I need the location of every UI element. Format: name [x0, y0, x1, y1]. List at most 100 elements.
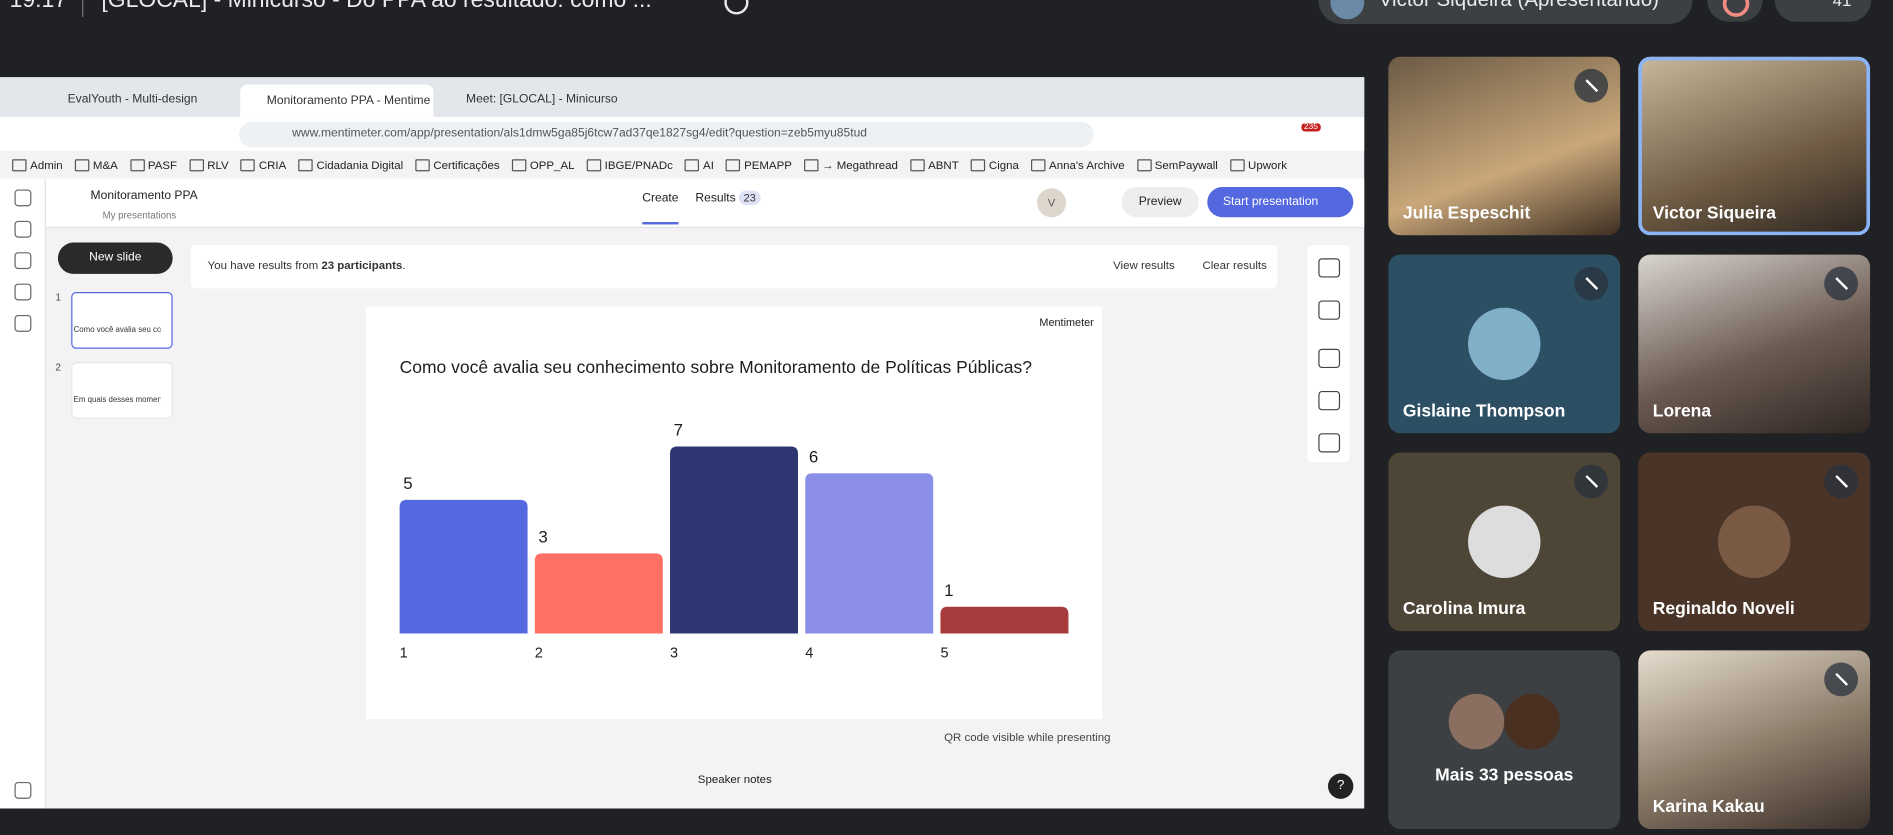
participant-tile[interactable]: Julia Espeschit: [1388, 56, 1621, 236]
avatar: [1468, 307, 1541, 381]
preview-button[interactable]: Preview: [1121, 187, 1199, 218]
participant-count: 41: [1832, 0, 1852, 10]
value-label: 3: [538, 528, 547, 547]
results-count: 23: [738, 190, 761, 206]
category-label: 4: [805, 646, 813, 662]
value-label: 6: [809, 447, 818, 466]
info-icon[interactable]: [724, 0, 749, 15]
bookmark[interactable]: IBGE/PNADc: [587, 156, 673, 175]
bar: [940, 606, 1069, 634]
time: 19:17: [9, 0, 68, 14]
rail-icon[interactable]: [14, 314, 32, 332]
bookmark[interactable]: PEMAPP: [726, 156, 792, 175]
bookmark[interactable]: Cigna: [971, 156, 1019, 175]
url: www.mentimeter.com/app/presentation/als1…: [292, 126, 868, 140]
start-button[interactable]: [1207, 187, 1354, 218]
participant-name: Karina Kakau: [1652, 797, 1765, 817]
bar: [534, 553, 663, 634]
banner-text: You have results from 23 participants.: [208, 259, 406, 272]
participant-tile[interactable]: Carolina Imura: [1388, 452, 1621, 632]
participant-tile[interactable]: Victor Siqueira: [1638, 56, 1871, 236]
help-button[interactable]: ?: [1327, 773, 1354, 799]
slide-thumb[interactable]: [71, 292, 173, 349]
bookmark[interactable]: PASF: [130, 156, 177, 175]
value-label: 7: [674, 421, 683, 440]
tool-layout[interactable]: [1318, 433, 1341, 453]
extension-badge: 235: [1301, 123, 1321, 132]
value-label: 5: [403, 474, 412, 493]
address-bar[interactable]: [239, 121, 1094, 148]
bookmark[interactable]: SemPaywall: [1137, 156, 1218, 175]
browser-tab[interactable]: Meet: [GLOCAL] - Minicurso: [466, 92, 618, 106]
bookmark[interactable]: Admin: [12, 156, 63, 175]
slide-number: 1: [55, 292, 61, 303]
bookmark[interactable]: M&A: [75, 156, 118, 175]
presentation-name: Monitoramento PPA: [90, 189, 198, 203]
browser-tab[interactable]: EvalYouth - Multi-design: [67, 92, 198, 106]
mic-off-icon: [1824, 266, 1858, 301]
tool-interactivity[interactable]: [1318, 348, 1341, 369]
presenter: Victor Siqueira (Apresentando): [1379, 0, 1659, 12]
participant-tile[interactable]: Gislaine Thompson: [1388, 254, 1621, 434]
bookmark[interactable]: CRIA: [241, 156, 286, 175]
banner-participants: 23 participants: [321, 259, 403, 273]
bookmark[interactable]: ABNT: [910, 156, 959, 175]
participant-tile[interactable]: Reginaldo Noveli: [1638, 452, 1871, 632]
category-label: 3: [670, 646, 678, 662]
mic-off-icon: [1824, 464, 1858, 499]
speaker-notes[interactable]: Speaker notes: [697, 773, 772, 787]
bookmark[interactable]: Anna's Archive: [1031, 156, 1125, 175]
banner-prefix: You have results from: [207, 259, 319, 273]
participant-tile[interactable]: Mais 33 pessoas: [1388, 650, 1621, 830]
qr-note: QR code visible while presenting: [944, 731, 1111, 745]
tool-edit[interactable]: [1318, 258, 1341, 278]
new-slide-button[interactable]: New slide: [57, 242, 173, 274]
participant-tile[interactable]: Lorena: [1638, 254, 1871, 434]
nav-create[interactable]: Create: [642, 192, 679, 225]
category-label: 5: [940, 646, 948, 662]
tool-panel: [1307, 244, 1350, 463]
participant-name: Lorena: [1652, 401, 1712, 422]
participant-name: Reginaldo Noveli: [1652, 599, 1795, 620]
mic-off-icon: [1574, 68, 1609, 103]
bar: [399, 499, 528, 634]
rail-icon[interactable]: [14, 283, 32, 301]
settings-icon[interactable]: [14, 781, 32, 799]
slide-thumb[interactable]: [71, 362, 173, 419]
participants-button[interactable]: [1774, 0, 1872, 22]
slide-number: 2: [55, 362, 61, 373]
participant-name: Julia Espeschit: [1402, 203, 1531, 224]
participant-name: Gislaine Thompson: [1402, 401, 1566, 422]
bookmark[interactable]: Certificações: [415, 156, 499, 175]
avatar: [1717, 505, 1791, 579]
divider: [82, 0, 84, 17]
bookmark[interactable]: RLV: [189, 156, 228, 175]
tool-design[interactable]: [1318, 390, 1341, 411]
mic-off-icon: [1824, 662, 1858, 697]
bookmark[interactable]: → Megathread: [804, 156, 898, 175]
avatar: [1448, 693, 1505, 750]
bookmark[interactable]: Upwork: [1230, 156, 1287, 175]
view-results[interactable]: View results: [1113, 259, 1175, 273]
browser-tab[interactable]: Monitoramento PPA - Mentime: [240, 84, 434, 118]
bookmarks-bar: Admin M&A PASF RLV CRIA Cidadania Digital Cert…: [12, 156, 1364, 175]
banner-suffix: .: [402, 259, 406, 273]
participant-name: Carolina Imura: [1402, 599, 1526, 620]
nav-results[interactable]: Results: [695, 191, 736, 206]
tool-comments[interactable]: [1318, 300, 1341, 320]
participant-tile[interactable]: Karina Kakau: [1638, 650, 1871, 830]
rail-icon[interactable]: [14, 252, 32, 270]
breadcrumb[interactable]: My presentations: [102, 209, 177, 221]
participant-name: Victor Siqueira: [1652, 203, 1776, 224]
bookmark[interactable]: AI: [685, 156, 714, 175]
bookmark[interactable]: OPP_AL: [512, 156, 575, 175]
presenter-chip[interactable]: [1318, 0, 1693, 25]
avatar: V: [1037, 188, 1067, 218]
rail-icon[interactable]: [14, 189, 32, 207]
category-label: 2: [535, 646, 543, 662]
rail-icon[interactable]: [14, 220, 32, 238]
slide-thumb-label: Em quais desses momentos...: [73, 395, 161, 405]
bookmark[interactable]: Cidadania Digital: [298, 156, 403, 175]
side-rail: [0, 178, 46, 809]
clear-results[interactable]: Clear results: [1202, 259, 1267, 273]
